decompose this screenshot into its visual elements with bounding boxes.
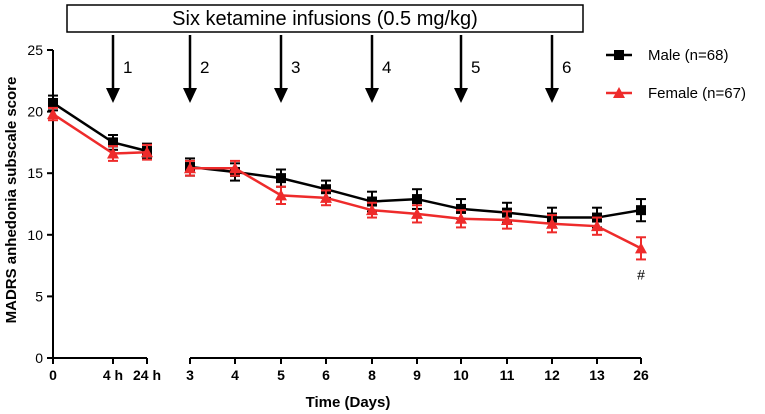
x-tick-label: 9 [413, 367, 421, 383]
infusion-arrow-head [545, 88, 559, 103]
infusion-arrow-head [106, 88, 120, 103]
data-point-triangle [184, 162, 196, 174]
x-tick-label: 6 [322, 367, 330, 383]
legend-marker-square [614, 50, 624, 60]
series-line [189, 165, 642, 219]
data-point-square [321, 184, 331, 195]
data-point-triangle [229, 162, 241, 174]
data-point-square [636, 205, 646, 216]
data-point-triangle [546, 217, 558, 229]
y-axis: 0 5 10 15 20 25 [27, 42, 54, 366]
y-tick-label: 5 [35, 288, 43, 304]
data-point-triangle [141, 146, 153, 158]
infusion-arrow: 5 [454, 35, 480, 103]
data-point-triangle [591, 220, 603, 232]
y-tick-label: 25 [27, 42, 43, 58]
x-tick-label: 4 [231, 367, 239, 383]
data-point-triangle [635, 242, 647, 254]
series-female [47, 106, 647, 261]
chart-title-box: Six ketamine infusions (0.5 mg/kg) [66, 4, 584, 33]
infusion-arrow: 6 [545, 35, 571, 103]
y-axis-label: MADRS anhedonia subscale score [3, 77, 20, 324]
data-point-square [367, 196, 377, 207]
legend-marker-triangle [613, 87, 625, 98]
series-male [48, 94, 646, 229]
x-tick-label: 8 [368, 367, 376, 383]
x-tick-label: 26 [633, 367, 649, 383]
x-axis: 0 4 h 24 h 3 4 5 6 8 9 10 11 12 13 26 [49, 357, 649, 383]
data-point-triangle [107, 147, 119, 159]
infusion-number: 6 [562, 58, 571, 77]
infusion-arrow: 2 [183, 35, 209, 103]
data-point-triangle [501, 214, 513, 226]
x-tick-label: 3 [186, 367, 194, 383]
data-point-triangle [320, 191, 332, 203]
legend-item: Male (n=68) [606, 47, 728, 64]
data-point-square [412, 194, 422, 205]
infusion-arrows: 1 2 3 4 5 6 [106, 35, 571, 103]
infusion-number: 2 [200, 58, 209, 77]
infusion-arrow: 3 [274, 35, 300, 103]
data-point-square [276, 173, 286, 184]
x-tick-label: 13 [589, 367, 605, 383]
series-layer [47, 94, 647, 261]
chart-title: Six ketamine infusions (0.5 mg/kg) [172, 8, 478, 30]
y-tick-label: 15 [27, 165, 43, 181]
infusion-number: 5 [471, 58, 480, 77]
infusion-arrow-head [454, 88, 468, 103]
data-point-square [108, 137, 118, 148]
x-tick-label: 0 [49, 367, 57, 383]
data-point-square [48, 97, 58, 108]
x-tick-label: 11 [500, 367, 515, 383]
y-tick-label: 20 [27, 104, 43, 120]
infusion-number: 4 [382, 58, 391, 77]
data-point-square [456, 203, 466, 214]
y-tick-label: 0 [35, 350, 43, 366]
infusion-arrow-head [274, 88, 288, 103]
x-tick-label: 10 [453, 367, 469, 383]
data-point-triangle [275, 189, 287, 201]
legend-label: Female (n=67) [648, 85, 746, 102]
significance-marker: # [637, 266, 645, 282]
infusion-arrow-head [365, 88, 379, 103]
x-tick-label: 4 h [103, 367, 123, 383]
data-point-triangle [411, 207, 423, 219]
infusion-number: 1 [123, 58, 132, 77]
legend-label: Male (n=68) [648, 47, 728, 64]
legend: Male (n=68) Female (n=67) [606, 47, 746, 102]
infusion-arrow: 4 [365, 35, 391, 103]
x-tick-label: 5 [277, 367, 285, 383]
infusion-arrow: 1 [106, 35, 132, 103]
legend-item: Female (n=67) [606, 85, 746, 102]
data-point-triangle [455, 212, 467, 224]
y-tick-label: 10 [27, 227, 43, 243]
x-tick-label: 12 [544, 367, 560, 383]
data-point-triangle [47, 108, 59, 120]
infusion-arrow-head [183, 88, 197, 103]
x-tick-label: 24 h [133, 367, 161, 383]
infusion-number: 3 [291, 58, 300, 77]
data-point-triangle [366, 204, 378, 216]
x-axis-label: Time (Days) [306, 394, 391, 411]
annotations: # [637, 266, 645, 282]
